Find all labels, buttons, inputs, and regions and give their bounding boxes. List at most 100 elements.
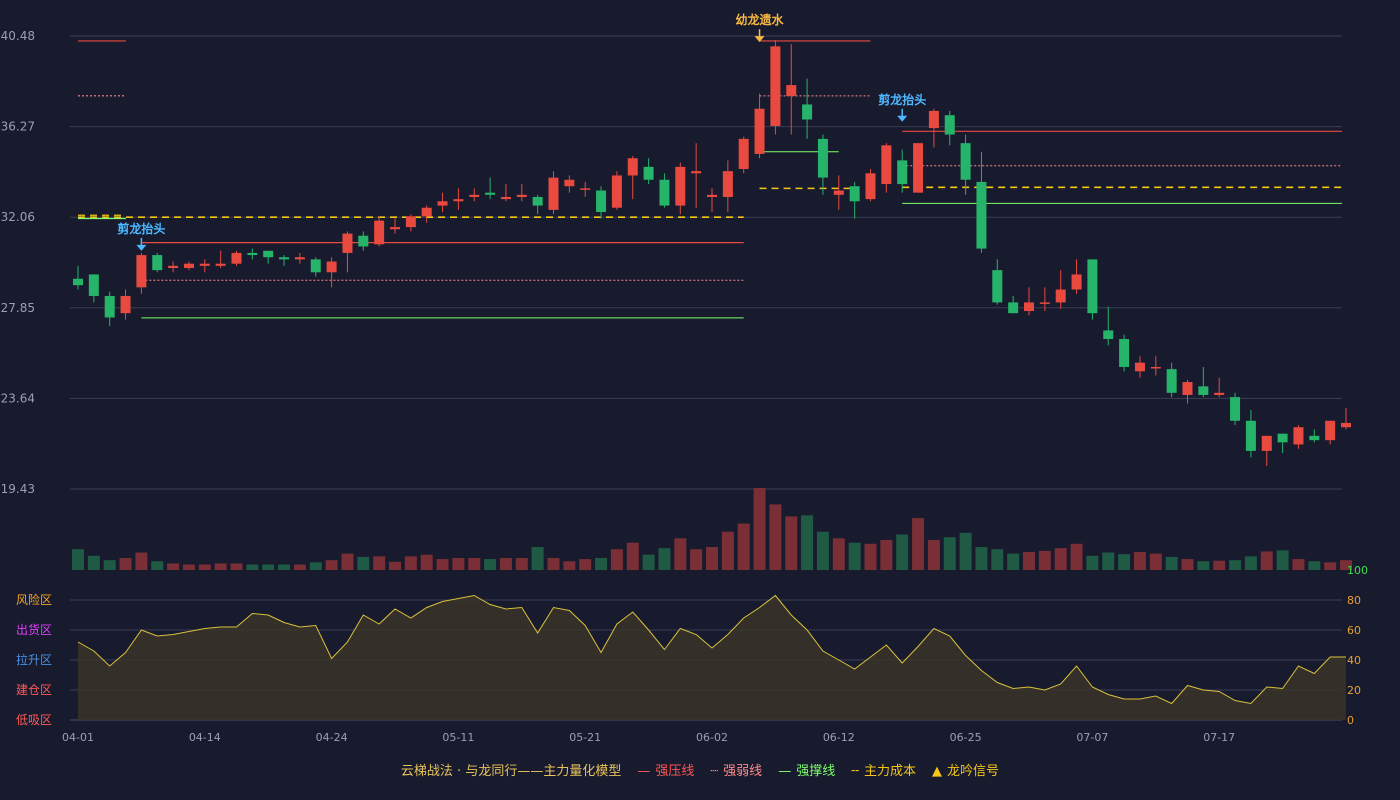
x-axis-ticks: 04-01 04-14 04-24 05-11 05-21 06-02 06-12 06-25… bbox=[62, 731, 1235, 744]
price-grid bbox=[70, 35, 1342, 490]
x-tick-label: 07-17 bbox=[1203, 731, 1235, 744]
candle-body bbox=[611, 175, 622, 208]
candle-body bbox=[279, 257, 290, 260]
x-tick-label: 04-14 bbox=[189, 731, 221, 744]
candle-body bbox=[1134, 362, 1145, 372]
volume-bar bbox=[1149, 553, 1162, 570]
volume-bar bbox=[943, 537, 956, 570]
price-tick-label: 36.27 bbox=[1, 120, 35, 134]
volume-bar bbox=[1308, 561, 1321, 570]
candle-body bbox=[944, 115, 955, 135]
candle-body bbox=[1087, 259, 1098, 314]
volume-bar bbox=[975, 547, 988, 570]
legend-swatch: ┈ bbox=[710, 764, 719, 779]
candle-body bbox=[500, 196, 511, 200]
osc-tick-label: 100 bbox=[1347, 564, 1368, 577]
candle-body bbox=[564, 179, 575, 187]
signal-label: 剪龙抬头 bbox=[878, 92, 926, 107]
price-tick-label: 32.06 bbox=[1, 210, 35, 224]
candle-body bbox=[532, 196, 543, 206]
volume-bar bbox=[674, 538, 687, 570]
candle-body bbox=[1245, 420, 1256, 451]
candle-body bbox=[691, 171, 702, 174]
candle-body bbox=[1103, 330, 1114, 340]
volume-bar bbox=[167, 563, 180, 570]
volume-bar bbox=[87, 555, 100, 570]
volume-bar bbox=[1102, 552, 1115, 570]
candle-body bbox=[437, 201, 448, 206]
signal-arrow-icon bbox=[754, 36, 765, 43]
candle-body bbox=[1277, 433, 1288, 443]
candle-body bbox=[183, 263, 194, 268]
candle-body bbox=[1119, 339, 1130, 367]
x-tick-label: 06-12 bbox=[823, 731, 855, 744]
candle-body bbox=[928, 110, 939, 129]
volume-bar bbox=[484, 559, 497, 570]
signal-label: 剪龙抬头 bbox=[117, 221, 165, 236]
candle-body bbox=[1008, 302, 1019, 314]
candle-body bbox=[548, 177, 559, 210]
legend-item: — 强压线 bbox=[637, 760, 694, 779]
volume-bar bbox=[626, 542, 639, 570]
volume-bar bbox=[135, 552, 148, 570]
osc-tick-label: 40 bbox=[1347, 654, 1361, 667]
signal-arrow-icon bbox=[136, 244, 147, 251]
volume-bar bbox=[642, 554, 655, 570]
volume-bar bbox=[547, 557, 560, 570]
zone-label: 低吸区 bbox=[16, 713, 52, 727]
candle-body bbox=[73, 278, 83, 286]
legend-item: 云梯战法 · 与龙同行——主力量化模型 bbox=[401, 760, 621, 779]
volume-bar bbox=[436, 559, 449, 570]
volume-bar bbox=[832, 538, 845, 570]
oscillator-line bbox=[77, 594, 1346, 705]
candle-body bbox=[516, 194, 527, 197]
x-tick-label: 05-11 bbox=[442, 731, 474, 744]
volume-bar bbox=[246, 564, 259, 570]
x-tick-label: 04-24 bbox=[316, 731, 348, 744]
candle-body bbox=[643, 166, 654, 180]
volume-bar bbox=[515, 557, 528, 570]
volume-bar bbox=[214, 563, 227, 570]
volume-bar bbox=[737, 523, 750, 570]
candle-body bbox=[215, 263, 226, 266]
volume-bar bbox=[1181, 559, 1194, 570]
candle-body bbox=[865, 173, 876, 200]
candle-body bbox=[104, 295, 115, 318]
volume-bar bbox=[389, 561, 401, 570]
candle-body bbox=[770, 46, 781, 126]
volume-bar bbox=[690, 549, 703, 570]
volume-bar bbox=[1007, 553, 1020, 570]
volume-bar bbox=[1197, 561, 1210, 570]
zone-label: 风险区 bbox=[16, 592, 52, 607]
x-tick-label: 05-21 bbox=[569, 731, 601, 744]
volume-bar bbox=[1229, 560, 1242, 570]
volume-bar bbox=[848, 542, 861, 570]
candle-body bbox=[817, 138, 828, 178]
candle-body bbox=[659, 179, 670, 206]
candle-body bbox=[136, 255, 147, 288]
candle-body bbox=[1261, 435, 1272, 451]
candle-body bbox=[1039, 302, 1050, 304]
candle-body bbox=[421, 207, 432, 217]
candle-body bbox=[580, 188, 591, 190]
volume-bar bbox=[927, 539, 940, 570]
volume-bar bbox=[785, 516, 798, 570]
volume-bar bbox=[959, 532, 972, 570]
candle-body bbox=[675, 166, 686, 206]
legend-item: ▲ 龙吟信号 bbox=[932, 760, 999, 779]
legend-swatch: ╌ bbox=[851, 764, 860, 779]
volume-bar bbox=[1054, 548, 1067, 570]
candle-body bbox=[231, 252, 242, 264]
triangle-icon: ▲ bbox=[932, 764, 943, 779]
price-tick-label: 27.85 bbox=[1, 301, 35, 315]
candle-body bbox=[897, 160, 908, 185]
candle-body bbox=[453, 199, 464, 202]
candle-body bbox=[247, 252, 258, 256]
candle-body bbox=[374, 220, 385, 245]
x-tick-label: 06-25 bbox=[950, 731, 982, 744]
price-axis-ticks: 40.48 36.27 32.06 27.85 23.64 19.43 bbox=[1, 29, 35, 496]
volume-bar bbox=[1118, 554, 1131, 570]
